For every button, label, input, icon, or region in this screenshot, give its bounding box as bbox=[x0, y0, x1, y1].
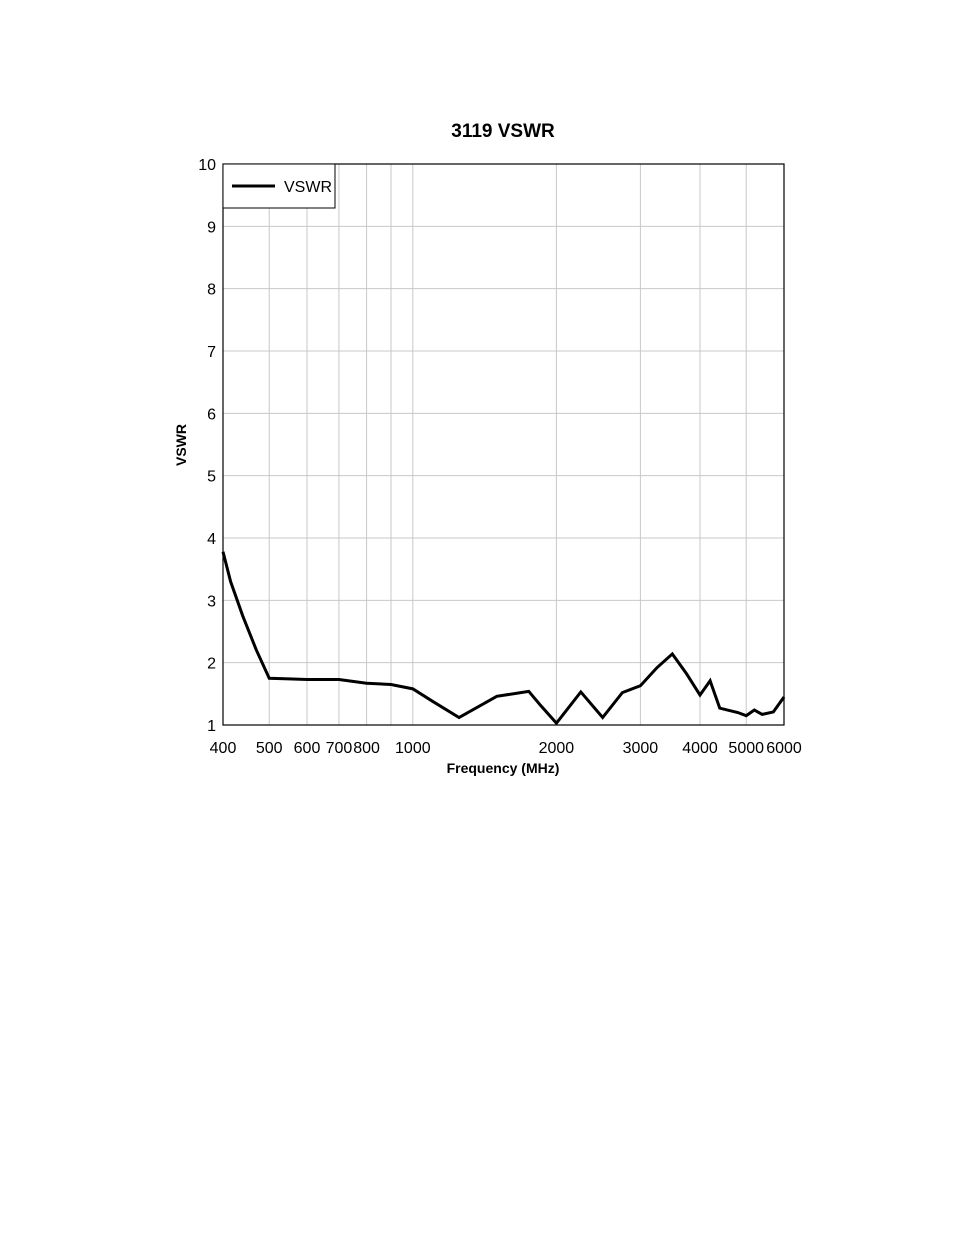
y-tick-label: 8 bbox=[207, 282, 216, 299]
x-tick-label: 500 bbox=[256, 740, 283, 757]
chart-title: 3119 VSWR bbox=[451, 121, 555, 142]
series-layer bbox=[221, 551, 786, 726]
y-tick-label: 10 bbox=[198, 157, 216, 174]
x-tick-label: 700 bbox=[326, 740, 353, 757]
x-tick-label: 400 bbox=[210, 740, 237, 757]
y-tick-label: 9 bbox=[207, 219, 216, 236]
x-tick-label: 4000 bbox=[682, 740, 718, 757]
y-tick-label: 7 bbox=[207, 344, 216, 361]
y-tick-label: 4 bbox=[207, 531, 216, 548]
x-tick-label: 800 bbox=[353, 740, 380, 757]
legend-label-vswr: VSWR bbox=[284, 179, 332, 196]
x-tick-label: 600 bbox=[294, 740, 321, 757]
y-tick-label: 2 bbox=[207, 656, 216, 673]
x-axis-label: Frequency (MHz) bbox=[447, 760, 560, 776]
y-tick-label: 3 bbox=[207, 593, 216, 610]
series-line-vswr bbox=[221, 551, 786, 726]
y-tick-label: 6 bbox=[207, 406, 216, 423]
x-tick-label: 6000 bbox=[766, 740, 802, 757]
grid bbox=[223, 164, 784, 725]
legend: VSWR bbox=[222, 163, 336, 209]
y-tick-labels: 1 2 3 4 5 6 7 8 9 10 bbox=[198, 157, 216, 735]
x-tick-label: 3000 bbox=[623, 740, 659, 757]
x-tick-label: 2000 bbox=[539, 740, 575, 757]
y-tick-label: 5 bbox=[207, 469, 216, 486]
x-tick-labels: 400 500 600 700 800 1000 2000 3000 4000 5000 6000 bbox=[210, 740, 802, 757]
x-tick-label: 1000 bbox=[395, 740, 431, 757]
y-tick-label: 1 bbox=[207, 718, 216, 735]
y-axis-label: VSWR bbox=[173, 424, 189, 466]
plot-frame bbox=[222, 163, 785, 726]
x-tick-label: 5000 bbox=[728, 740, 764, 757]
